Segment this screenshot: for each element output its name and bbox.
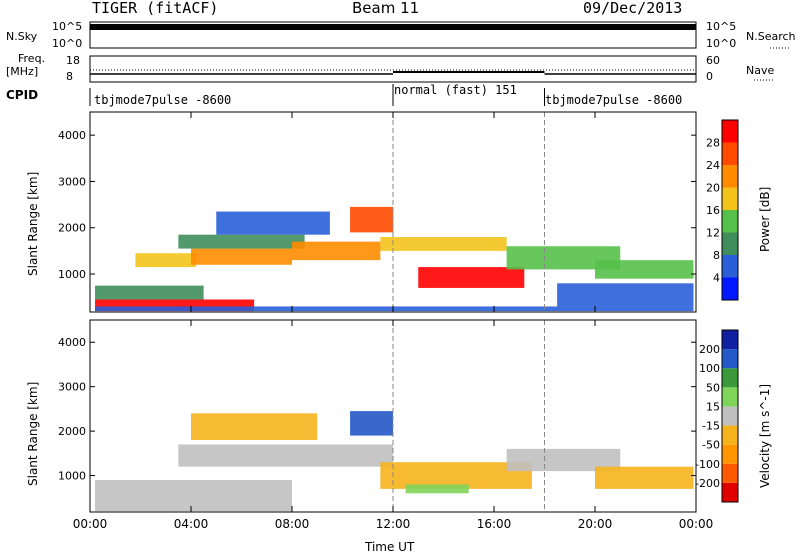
power-region xyxy=(350,206,393,233)
y-tick-label: 1000 xyxy=(58,470,86,483)
velocity-colorbar-swatch xyxy=(722,330,738,350)
nsky-label: N.Sky xyxy=(6,30,38,43)
velocity-region xyxy=(350,411,393,436)
power-region xyxy=(380,237,507,251)
velocity-colorbar-swatch xyxy=(722,425,738,445)
colorbar-tick-label: 20 xyxy=(706,182,720,195)
colorbar-tick-label: 50 xyxy=(706,381,720,394)
colorbar-tick-label: -200 xyxy=(695,477,720,490)
power-region xyxy=(178,234,305,249)
velocity-region xyxy=(405,484,469,494)
x-tick-label: 16:00 xyxy=(477,517,512,531)
y-tick-label: 2000 xyxy=(58,425,86,438)
power-region xyxy=(216,211,330,235)
nsky-tick-low: 10^0 xyxy=(52,37,83,50)
power-region xyxy=(595,260,694,279)
nsky-tick-high: 10^5 xyxy=(52,20,83,33)
colorbar-tick-label: -15 xyxy=(702,420,720,433)
x-tick-label: 08:00 xyxy=(275,517,310,531)
cpid-segment-3: tbjmode7pulse -8600 xyxy=(545,93,683,107)
power-region xyxy=(506,246,621,270)
power-colorbar-swatch xyxy=(722,210,738,233)
x-tick-label: 04:00 xyxy=(174,517,209,531)
x-tick-label: 00:00 xyxy=(73,517,108,531)
colorbar-tick-label: 4 xyxy=(713,272,720,285)
velocity-colorbar-swatch xyxy=(722,444,738,464)
velocity-region xyxy=(595,466,694,489)
power-panel xyxy=(89,111,739,313)
colorbar-tick-label: 8 xyxy=(713,249,720,262)
colorbar-tick-label: 28 xyxy=(706,137,720,150)
velocity-colorbar-swatch xyxy=(722,387,738,407)
radar-title: TIGER (fitACF) xyxy=(92,0,219,17)
power-region xyxy=(292,241,381,261)
nave-tick-high: 60 xyxy=(706,54,720,67)
velocity-colorbar-frame xyxy=(721,329,739,503)
colorbar-tick-label: -100 xyxy=(695,458,720,471)
y-tick-label: 4000 xyxy=(58,336,86,349)
power-colorbar-swatch xyxy=(722,277,738,300)
velocity-colorbar-swatch xyxy=(722,482,738,502)
velocity-region xyxy=(95,480,292,512)
velocity-colorbar-swatch xyxy=(722,406,738,426)
x-tick-label: 00:00 xyxy=(679,517,714,531)
freq-tick-high: 18 xyxy=(66,54,80,67)
colorbar-tick-label: 200 xyxy=(699,343,720,356)
velocity-colorbar-swatch xyxy=(722,349,738,369)
power-region xyxy=(95,285,204,300)
velocity-region xyxy=(191,413,318,440)
power-colorbar-swatch xyxy=(722,255,738,278)
colorbar-tick-label: 12 xyxy=(706,227,720,240)
power-colorbar-swatch xyxy=(722,187,738,210)
colorbar-tick-label: 100 xyxy=(699,362,720,375)
power-region xyxy=(557,283,694,307)
date-label: 09/Dec/2013 xyxy=(583,0,683,17)
power-colorbar-swatch xyxy=(722,120,738,143)
colorbar-tick-label: 16 xyxy=(706,204,720,217)
freq-strip xyxy=(89,55,697,83)
freq-label: Freq. xyxy=(18,52,46,65)
x-axis-label: Time UT xyxy=(365,540,415,554)
colorbar-tick-label: -50 xyxy=(702,439,720,452)
y-tick-label: 2000 xyxy=(58,222,86,235)
velocity-panel xyxy=(89,319,739,513)
power-colorbar-swatch xyxy=(722,165,738,188)
nave-tick-low: 0 xyxy=(706,70,713,83)
freq-tick-low: 8 xyxy=(66,70,73,83)
nsky-strip xyxy=(89,21,697,49)
colorbar-tick-label: 15 xyxy=(706,400,720,413)
power-region xyxy=(418,267,525,288)
power-region xyxy=(95,299,255,312)
beam-label: Beam 11 xyxy=(352,0,420,17)
x-tick-label: 12:00 xyxy=(376,517,411,531)
y-tick-label: 3000 xyxy=(58,175,86,188)
nsearch-tick-high: 10^5 xyxy=(706,20,737,33)
y-tick-label: 4000 xyxy=(58,129,86,142)
nsearch-tick-low: 10^0 xyxy=(706,37,737,50)
power-region xyxy=(135,253,197,268)
nsky-bar xyxy=(90,24,696,30)
power-colorbar-swatch xyxy=(722,142,738,165)
freq-unit: [MHz] xyxy=(6,65,39,78)
power-colorbar-frame xyxy=(721,119,739,301)
velocity-colorbar-swatch xyxy=(722,463,738,483)
nave-label: Nave xyxy=(746,64,775,77)
nsearch-label: N.Search xyxy=(746,30,796,43)
y-tick-label: 1000 xyxy=(58,268,86,281)
x-tick-label: 20:00 xyxy=(578,517,613,531)
cpid-segment-1: tbjmode7pulse -8600 xyxy=(94,93,232,107)
velocity-region xyxy=(178,444,393,467)
y-tick-label: 3000 xyxy=(58,381,86,394)
cpid-label: CPID xyxy=(6,88,39,102)
power-region xyxy=(95,306,694,312)
cpid-segment-2: normal (fast) 151 xyxy=(394,83,517,97)
power-region xyxy=(191,248,292,265)
power-colorbar-swatch xyxy=(722,232,738,255)
velocity-colorbar-swatch xyxy=(722,368,738,388)
colorbar-tick-label: 24 xyxy=(706,159,720,172)
velocity-region xyxy=(506,448,621,472)
